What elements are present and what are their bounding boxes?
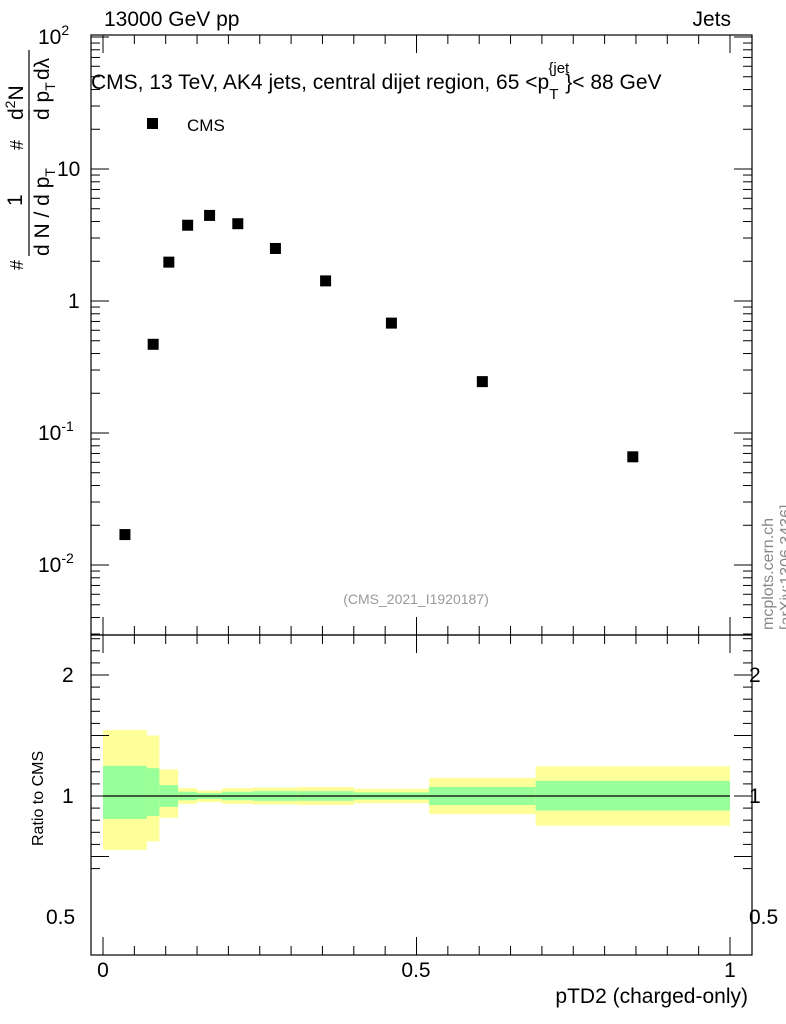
analysis-watermark: (CMS_2021_I1920187) [343,591,489,607]
y-tick-1e-1: 10-1 [38,418,74,445]
svg-text:d2N: d2N [2,85,28,120]
svg-text:d pT: d pT [31,82,58,120]
svg-text:#: # [7,140,27,150]
ratio-y-tick-left-2: 2 [62,664,74,687]
main-y-ticks [91,36,752,635]
y-tick-1e2: 102 [38,22,69,49]
legend-label-cms: CMS [187,116,225,135]
data-point [204,209,216,221]
header-jets-label: Jets [692,8,731,31]
x-ticks [102,35,731,955]
header-energy-label: 13000 GeV pp [104,8,240,31]
svg-text:d N / d pT: d N / d pT [31,168,58,256]
x-tick-0.5: 0.5 [401,959,430,982]
data-point [119,529,131,541]
y-tick-10: 10 [57,158,80,181]
data-point [182,219,194,231]
chart-title: CMS, 13 TeV, AK4 jets, central dijet reg… [91,60,662,103]
ratio-ticks [91,638,752,870]
y-tick-1e-2: 10-2 [38,550,74,577]
ratio-y-tick-right-2: 2 [749,664,761,687]
data-point [627,451,639,463]
x-tick-1: 1 [724,959,736,982]
svg-text:dλ: dλ [31,57,54,80]
x-axis-label: pTD2 (charged-only) [555,985,748,1008]
ratio-inner-band-0 [103,765,147,819]
ratio-inner-band-1 [146,768,160,816]
data-point [163,256,175,268]
data-point [385,317,397,329]
ratio-y-tick-right-1: 1 [749,785,761,808]
svg-text:1: 1 [4,194,27,206]
ratio-y-tick-left-0.5: 0.5 [46,906,75,929]
data-point [232,218,244,230]
x-tick-0: 0 [97,959,109,982]
svg-text:#: # [7,260,27,270]
data-point [476,376,488,388]
cms-data-points [119,209,639,541]
legend-marker-cms [147,118,158,129]
data-point [320,275,332,287]
ratio-bands [103,730,730,850]
ratio-panel-frame [90,634,753,956]
y-tick-1: 1 [68,290,80,313]
ratio-y-tick-left-1: 1 [62,785,74,808]
data-point [269,242,281,254]
ratio-y-tick-right-0.5: 0.5 [749,906,778,929]
main-y-axis-label: # 1 d N / d pT # d pT d2N dλ [2,50,58,270]
data-point [147,338,159,350]
